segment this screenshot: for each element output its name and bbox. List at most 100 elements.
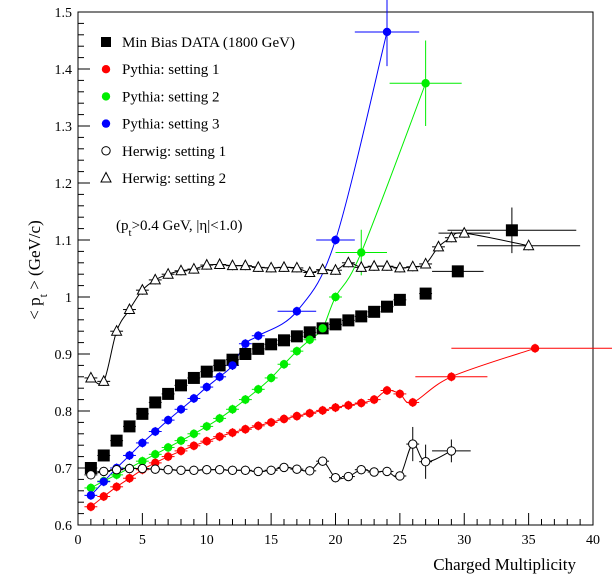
data-point — [446, 446, 457, 456]
data-point — [136, 283, 149, 295]
data-point — [421, 79, 430, 88]
data-point — [381, 259, 393, 271]
data-point — [305, 335, 314, 344]
data-point — [420, 457, 431, 467]
data-point — [213, 257, 226, 270]
data-point — [253, 466, 263, 477]
data-point — [188, 262, 200, 274]
data-point — [382, 27, 392, 37]
data-point — [228, 428, 237, 437]
data-point — [241, 425, 250, 434]
data-point — [150, 464, 160, 474]
data-point — [382, 466, 392, 477]
legend-marker — [101, 92, 111, 101]
data-point — [137, 463, 148, 474]
data-point — [355, 310, 368, 323]
series-curve — [90, 232, 529, 385]
x-tick-label: 15 — [264, 533, 278, 548]
legend-marker — [101, 119, 111, 128]
data-point — [85, 371, 97, 383]
data-point — [266, 418, 276, 427]
data-point — [451, 265, 464, 278]
data-point — [125, 474, 134, 483]
data-point — [356, 465, 366, 475]
data-point — [151, 427, 160, 436]
data-markers — [84, 27, 540, 511]
data-point — [227, 465, 238, 475]
y-axis-title-rest: > (GeV/c) — [25, 220, 44, 294]
data-point — [292, 411, 302, 421]
data-point — [458, 226, 471, 238]
data-point — [292, 307, 302, 316]
data-point — [99, 466, 109, 477]
data-point — [241, 339, 250, 348]
data-point — [187, 371, 200, 384]
data-point — [318, 406, 327, 415]
data-point — [330, 472, 341, 483]
data-point — [200, 258, 213, 270]
legend-label: Min Bias DATA (1800 GeV) — [122, 35, 295, 51]
data-point — [265, 261, 277, 273]
data-point — [317, 456, 328, 466]
data-point — [226, 259, 239, 271]
data-point — [369, 395, 379, 404]
data-point — [394, 261, 406, 273]
data-point — [303, 265, 316, 277]
data-point — [355, 260, 368, 272]
data-point — [86, 491, 96, 500]
data-point — [331, 235, 340, 245]
y-tick-label: 0.6 — [55, 519, 73, 534]
data-point — [265, 338, 278, 351]
data-point — [278, 260, 290, 272]
series-curve — [90, 347, 536, 508]
data-point — [163, 465, 173, 475]
data-point — [84, 462, 97, 474]
data-point — [138, 456, 147, 466]
cut-annotation: (pt>0.4 GeV, |η|<1.0) — [116, 218, 242, 239]
data-point — [408, 439, 418, 449]
data-point — [254, 331, 263, 340]
data-point — [395, 471, 405, 481]
data-point — [163, 443, 173, 452]
x-tick-label: 5 — [139, 533, 146, 548]
y-axis-title-sub: t — [36, 293, 50, 297]
data-point — [163, 415, 173, 425]
annotation-sub: t — [129, 227, 132, 239]
data-point — [393, 293, 406, 306]
y-axis-title: < pt > (GeV/c) — [25, 220, 50, 319]
legend-label: Pythia: setting 1 — [122, 62, 220, 78]
data-point — [99, 477, 108, 486]
data-point — [522, 239, 535, 251]
legend-marker — [101, 65, 111, 74]
data-point — [381, 300, 393, 313]
data-point — [86, 470, 96, 480]
data-point — [305, 466, 315, 476]
data-point — [357, 398, 366, 408]
data-point — [357, 248, 366, 257]
data-point — [202, 465, 212, 475]
data-point — [111, 465, 122, 475]
data-point — [252, 260, 265, 272]
data-point — [292, 464, 302, 474]
legend-marker — [101, 146, 111, 156]
data-point — [279, 462, 289, 473]
legend: Min Bias DATA (1800 GeV) Pythia: setting … — [100, 35, 295, 187]
data-point — [189, 441, 199, 450]
data-point — [215, 414, 224, 423]
data-point — [213, 359, 226, 372]
data-point — [163, 452, 173, 461]
x-tick-label: 25 — [393, 533, 407, 548]
y-axis-title-main: < p — [25, 297, 44, 319]
x-axis-title: Charged Multiplicity — [433, 555, 576, 574]
y-tick-label: 0.7 — [55, 462, 73, 477]
y-tick-label: 0.9 — [55, 348, 73, 363]
data-point — [318, 324, 327, 333]
data-point — [239, 259, 252, 271]
data-point — [292, 346, 302, 356]
data-point — [279, 414, 289, 424]
data-point — [254, 421, 263, 431]
data-point — [368, 305, 381, 318]
y-tick-label: 1.5 — [55, 6, 73, 21]
data-point — [254, 385, 263, 394]
x-tick-label: 30 — [457, 533, 471, 548]
